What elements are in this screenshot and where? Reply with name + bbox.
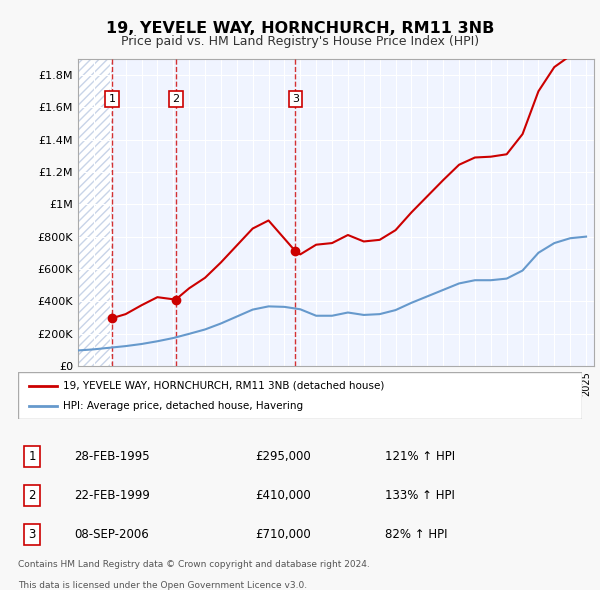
Bar <box>78 59 112 366</box>
Text: Price paid vs. HM Land Registry's House Price Index (HPI): Price paid vs. HM Land Registry's House … <box>121 35 479 48</box>
Text: 08-SEP-2006: 08-SEP-2006 <box>74 528 149 541</box>
Text: £410,000: £410,000 <box>255 489 311 502</box>
Text: 82% ↑ HPI: 82% ↑ HPI <box>385 528 447 541</box>
Text: £295,000: £295,000 <box>255 450 311 463</box>
Text: 133% ↑ HPI: 133% ↑ HPI <box>385 489 454 502</box>
Text: 1: 1 <box>109 94 116 104</box>
Text: 2: 2 <box>172 94 179 104</box>
Text: 19, YEVELE WAY, HORNCHURCH, RM11 3NB (detached house): 19, YEVELE WAY, HORNCHURCH, RM11 3NB (de… <box>63 381 385 391</box>
Text: This data is licensed under the Open Government Licence v3.0.: This data is licensed under the Open Gov… <box>18 581 307 590</box>
Text: 3: 3 <box>28 528 36 541</box>
Text: 28-FEB-1995: 28-FEB-1995 <box>74 450 150 463</box>
Text: Contains HM Land Registry data © Crown copyright and database right 2024.: Contains HM Land Registry data © Crown c… <box>18 560 370 569</box>
Text: 3: 3 <box>292 94 299 104</box>
Text: 2: 2 <box>28 489 36 502</box>
Text: £710,000: £710,000 <box>255 528 311 541</box>
Text: 19, YEVELE WAY, HORNCHURCH, RM11 3NB: 19, YEVELE WAY, HORNCHURCH, RM11 3NB <box>106 21 494 35</box>
FancyBboxPatch shape <box>18 372 582 419</box>
Text: 121% ↑ HPI: 121% ↑ HPI <box>385 450 455 463</box>
Text: HPI: Average price, detached house, Havering: HPI: Average price, detached house, Have… <box>63 401 303 411</box>
Text: 1: 1 <box>28 450 36 463</box>
Text: 22-FEB-1999: 22-FEB-1999 <box>74 489 150 502</box>
